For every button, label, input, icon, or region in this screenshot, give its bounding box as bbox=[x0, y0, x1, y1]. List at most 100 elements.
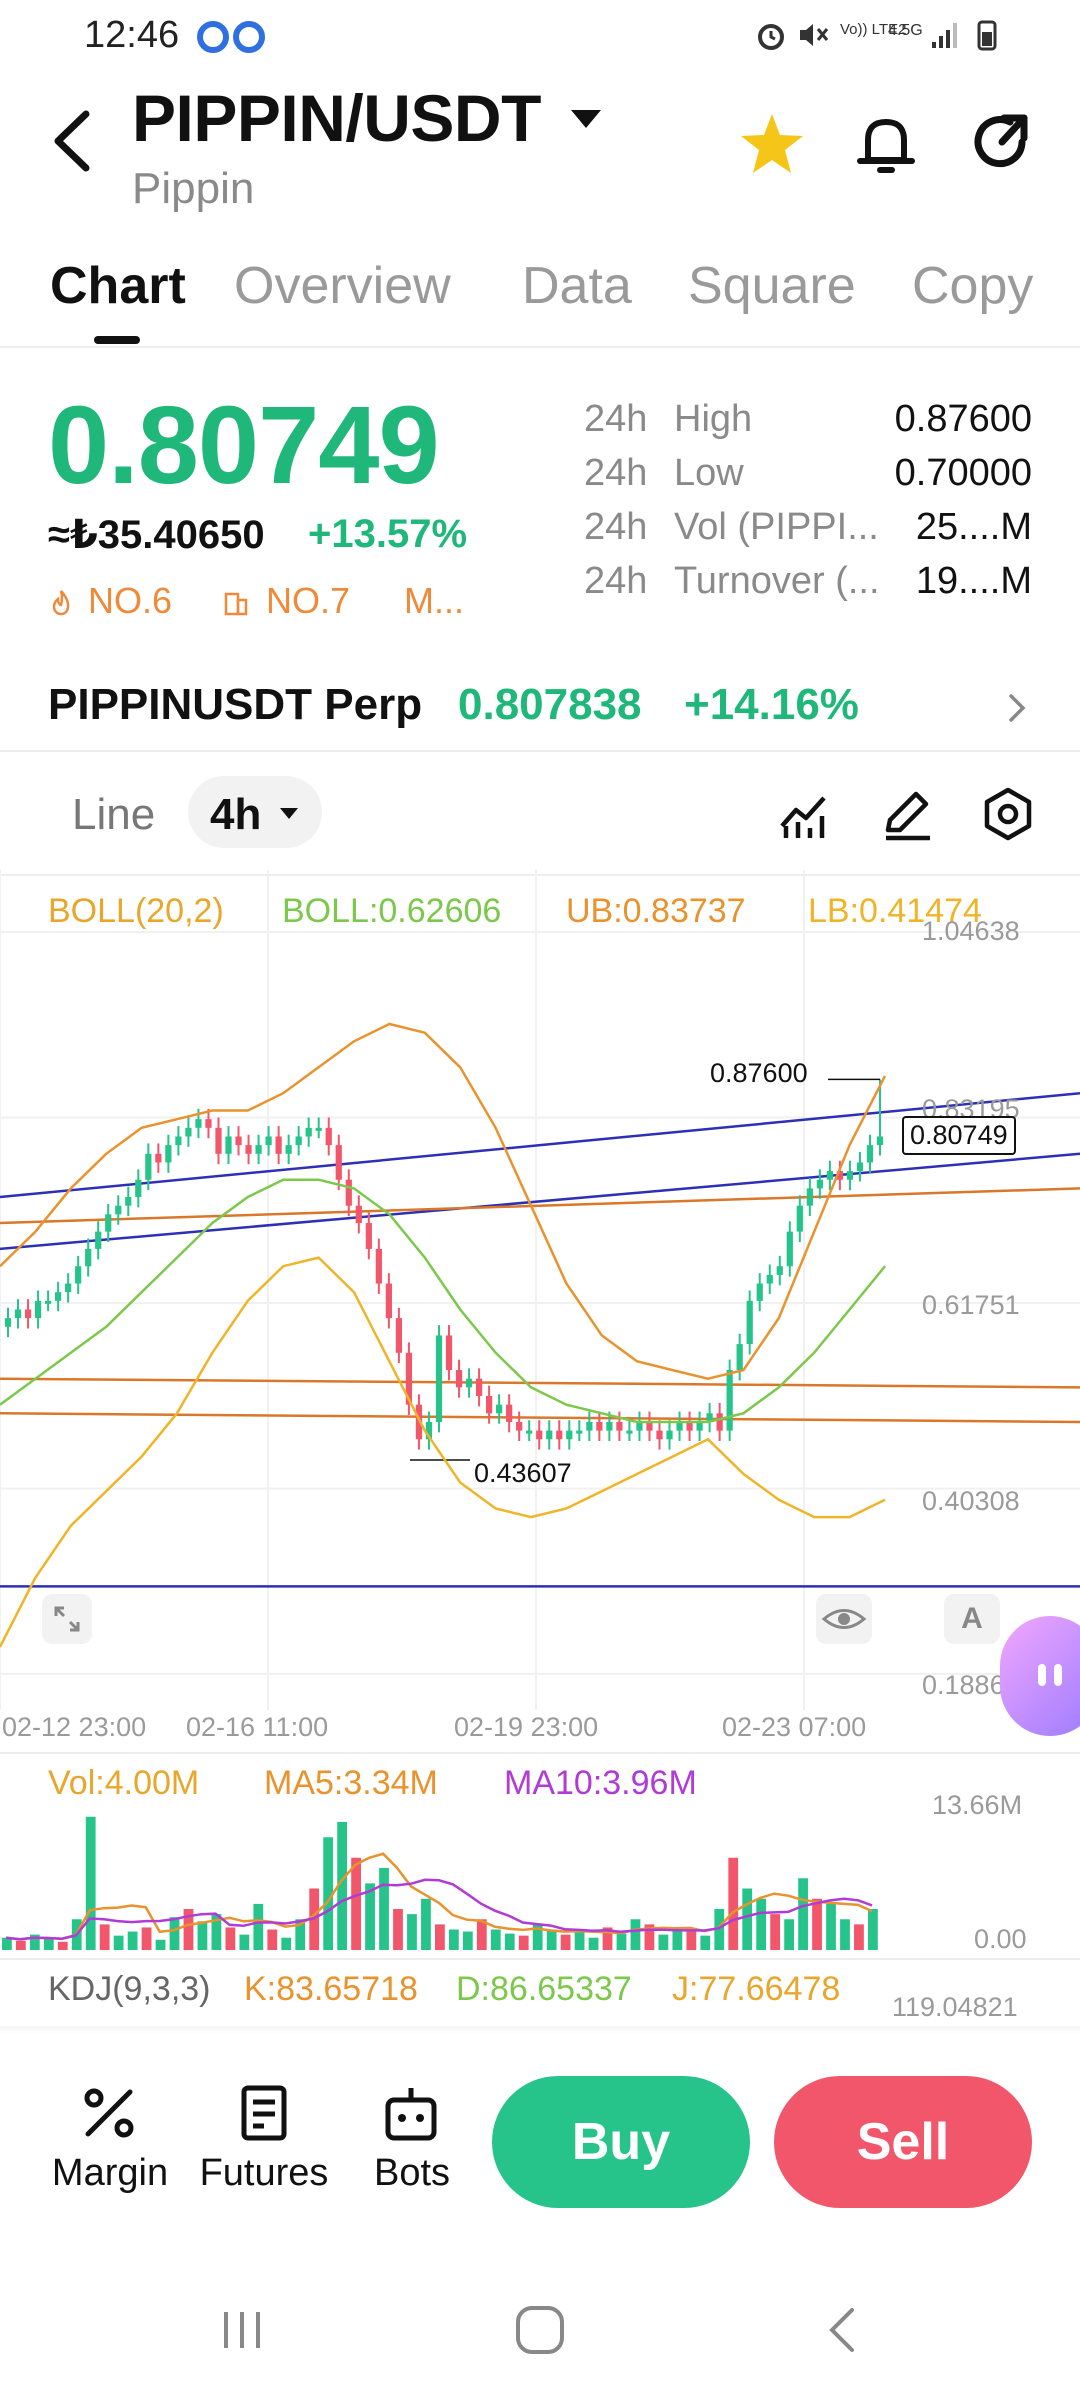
rank-badge-2[interactable]: NO.7 bbox=[266, 580, 351, 621]
candle-body bbox=[516, 1421, 523, 1431]
last-price-marker: 0.80749 bbox=[902, 1116, 1016, 1155]
candle-body bbox=[846, 1171, 854, 1180]
high-marker-label: 0.87600 bbox=[710, 1058, 808, 1088]
bottom-bar-shadow bbox=[0, 2026, 1080, 2034]
stat-period: 24h bbox=[584, 506, 648, 548]
line-chart-toggle[interactable]: Line bbox=[72, 790, 156, 839]
status-app-icons bbox=[197, 21, 265, 53]
candle-body bbox=[415, 1404, 423, 1440]
candle-body bbox=[235, 1136, 242, 1146]
volume-bar bbox=[742, 1888, 753, 1950]
tab-square[interactable]: Square bbox=[688, 257, 856, 315]
trend-line bbox=[0, 1412, 1080, 1424]
tab-overview[interactable]: Overview bbox=[234, 257, 451, 315]
floating-assistant-bubble[interactable] bbox=[1000, 1616, 1080, 1736]
volume-bar bbox=[672, 1929, 683, 1950]
candle-body bbox=[125, 1197, 132, 1206]
visibility-button[interactable] bbox=[816, 1594, 872, 1644]
chart-settings-icon[interactable] bbox=[980, 786, 1036, 842]
rank-badge-1[interactable]: NO.6 bbox=[88, 580, 173, 621]
candle-body bbox=[245, 1145, 252, 1154]
candle-body bbox=[385, 1283, 392, 1319]
volume-bar bbox=[826, 1903, 836, 1950]
pair-dropdown-icon[interactable] bbox=[571, 110, 601, 128]
volume-bar bbox=[798, 1878, 808, 1950]
volume-bar bbox=[784, 1919, 794, 1950]
candle-body bbox=[65, 1283, 72, 1293]
candle-body bbox=[435, 1335, 443, 1422]
pair-title[interactable]: PIPPIN/USDT bbox=[132, 81, 541, 155]
home-icon[interactable] bbox=[510, 2300, 570, 2360]
volume-bar bbox=[756, 1898, 767, 1950]
volume-bar bbox=[407, 1914, 417, 1950]
candle-body bbox=[34, 1300, 42, 1319]
candle-body bbox=[315, 1127, 322, 1131]
boll-name: BOLL(20,2) bbox=[48, 892, 224, 930]
candle-body bbox=[876, 1136, 884, 1146]
kdj-k-value: K:83.65718 bbox=[244, 1970, 418, 2008]
tab-copy[interactable]: Copy bbox=[912, 257, 1034, 315]
candle-body bbox=[716, 1413, 723, 1431]
candle-body bbox=[746, 1300, 753, 1345]
back-arrow-icon[interactable] bbox=[48, 108, 94, 174]
price-axis-label: 0.40308 bbox=[922, 1486, 1020, 1516]
bubble-dot bbox=[1054, 1664, 1062, 1686]
margin-button[interactable]: Margin bbox=[51, 2152, 169, 2194]
trend-line bbox=[0, 1091, 1080, 1199]
auto-scale-button[interactable]: A bbox=[944, 1594, 1000, 1644]
volume-bar bbox=[393, 1909, 403, 1950]
favorite-star-icon[interactable] bbox=[736, 108, 808, 180]
volume-bar bbox=[43, 1938, 54, 1950]
candle-body bbox=[44, 1300, 52, 1304]
candle-body bbox=[335, 1145, 342, 1180]
network-type: 4.5G bbox=[888, 22, 923, 39]
candle-body bbox=[806, 1188, 813, 1206]
volume-bar bbox=[141, 1927, 152, 1950]
futures-button[interactable]: Futures bbox=[199, 2152, 329, 2194]
bots-button[interactable]: Bots bbox=[373, 2152, 451, 2194]
buy-button[interactable]: Buy bbox=[492, 2076, 750, 2208]
nav-back-icon[interactable] bbox=[814, 2300, 874, 2360]
timeframe-selector[interactable] bbox=[188, 776, 322, 848]
candle-body bbox=[225, 1136, 232, 1154]
candle-body bbox=[686, 1421, 693, 1431]
rank-badge-3[interactable]: M... bbox=[404, 580, 464, 621]
candle-body bbox=[666, 1430, 673, 1440]
sell-button[interactable]: Sell bbox=[774, 2076, 1032, 2208]
candle-body bbox=[766, 1274, 773, 1284]
draw-pencil-icon[interactable] bbox=[880, 786, 936, 842]
candle-body bbox=[866, 1145, 874, 1163]
volume-bar bbox=[854, 1924, 864, 1950]
volume-bar bbox=[616, 1933, 627, 1950]
volume-bar bbox=[532, 1924, 543, 1950]
volume-bar bbox=[295, 1919, 306, 1950]
share-icon[interactable] bbox=[966, 108, 1038, 180]
last-price: 0.80749 bbox=[48, 384, 440, 507]
boll-lower-line bbox=[0, 1256, 886, 1648]
expand-icon bbox=[54, 1606, 80, 1632]
futures-icon bbox=[241, 2085, 287, 2141]
candle-body bbox=[606, 1421, 613, 1431]
stat-value-low: 0.70000 bbox=[894, 452, 1032, 494]
tab-chart[interactable]: Chart bbox=[50, 257, 186, 315]
candle-body bbox=[696, 1421, 703, 1431]
recent-apps-icon[interactable] bbox=[212, 2300, 272, 2360]
volume-bar bbox=[113, 1935, 124, 1950]
kdj-divider bbox=[0, 1958, 1080, 1960]
bell-icon[interactable] bbox=[850, 108, 922, 180]
volume-bar bbox=[490, 1929, 501, 1950]
candle-body bbox=[596, 1421, 603, 1431]
candlesticks bbox=[4, 1078, 884, 1461]
volume-bar bbox=[714, 1909, 725, 1950]
candle-body bbox=[345, 1179, 352, 1206]
candle-body bbox=[616, 1421, 623, 1431]
rank-chart-icon bbox=[224, 592, 248, 616]
indicators-icon[interactable] bbox=[776, 786, 832, 842]
volume-bar bbox=[546, 1929, 557, 1950]
price-axis-label: 1.04638 bbox=[922, 916, 1020, 946]
volume-bar bbox=[99, 1924, 110, 1950]
tab-data[interactable]: Data bbox=[522, 257, 632, 315]
price-chart[interactable] bbox=[0, 870, 1080, 1720]
candle-body bbox=[205, 1119, 212, 1128]
fullscreen-button[interactable] bbox=[42, 1594, 92, 1644]
